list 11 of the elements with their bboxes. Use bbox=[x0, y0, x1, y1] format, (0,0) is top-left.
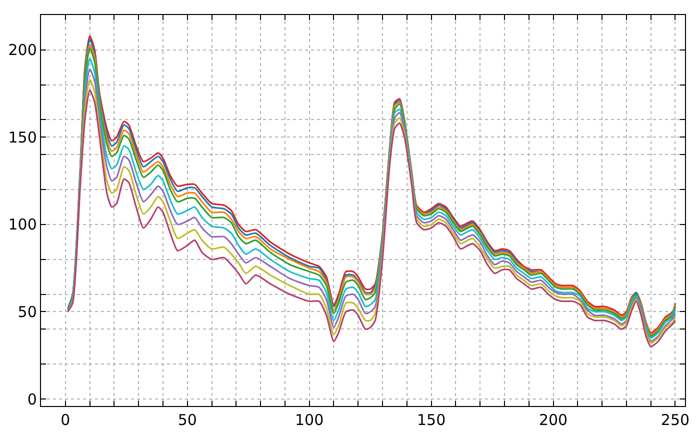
y-tick-label: 200 bbox=[8, 41, 37, 60]
y-tick-label: 0 bbox=[27, 390, 37, 408]
x-tick-label: 150 bbox=[416, 411, 446, 430]
x-tick-label: 0 bbox=[60, 411, 70, 430]
y-tick-label: 150 bbox=[8, 128, 37, 146]
x-tick-label: 200 bbox=[538, 411, 568, 430]
x-tick-label: 100 bbox=[295, 411, 324, 430]
y-tick-label: 100 bbox=[8, 216, 37, 234]
x-tick-label: 50 bbox=[178, 411, 197, 430]
x-tick-label: 250 bbox=[660, 411, 690, 430]
y-tick-label: 50 bbox=[18, 302, 37, 321]
